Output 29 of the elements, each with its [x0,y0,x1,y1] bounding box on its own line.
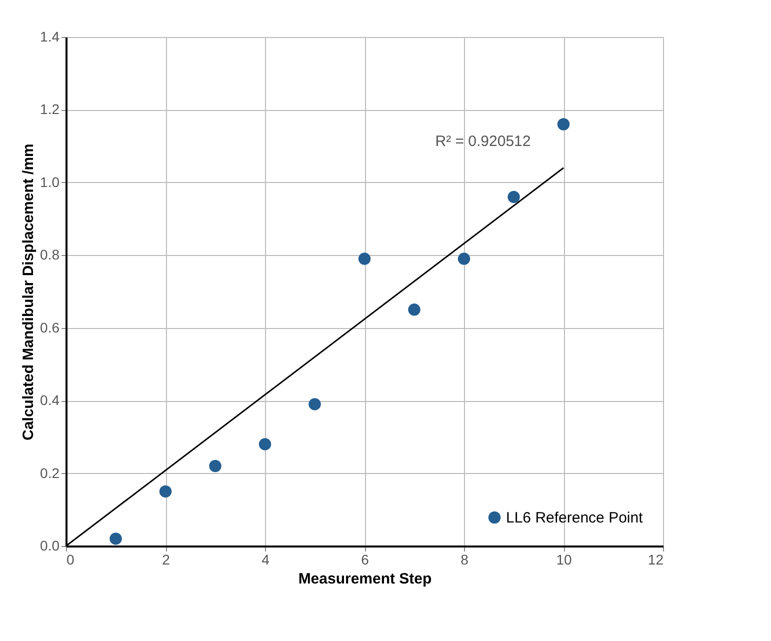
y-tick-label: 0.0 [40,538,60,554]
legend-label: LL6 Reference Point [506,510,644,526]
x-tick-label: 6 [361,552,370,568]
point [508,190,520,204]
point [209,460,222,472]
x-tick-label: 2 [162,552,170,568]
x-tick-label: 4 [262,552,270,568]
point [458,252,470,265]
x-axis-title: Measurement Step [298,570,432,588]
point [110,532,122,545]
y-axis-title: Calculated Mandibular Displacement /mm [20,144,38,440]
y-tick-label: 0.8 [40,246,60,263]
y-tick-label: 0.2 [40,464,60,481]
x-tick-label: 10 [556,552,572,568]
x-tick-label: 8 [460,552,469,568]
y-tick-label: 0.4 [40,392,60,408]
x-tick-label: 12 [648,552,664,568]
point [557,118,570,130]
point [159,485,172,498]
point [408,304,420,316]
y-tick-label: 1.0 [40,174,60,190]
y-tick-label: 1.2 [40,101,60,118]
x-tick-label: 0 [66,552,74,568]
point [308,398,321,410]
point [258,438,272,450]
point [358,252,371,265]
y-tick-label: 1.4 [40,28,60,44]
y-tick-label: 0.6 [40,319,60,336]
annotation: R² = 0.920512 [435,133,531,150]
